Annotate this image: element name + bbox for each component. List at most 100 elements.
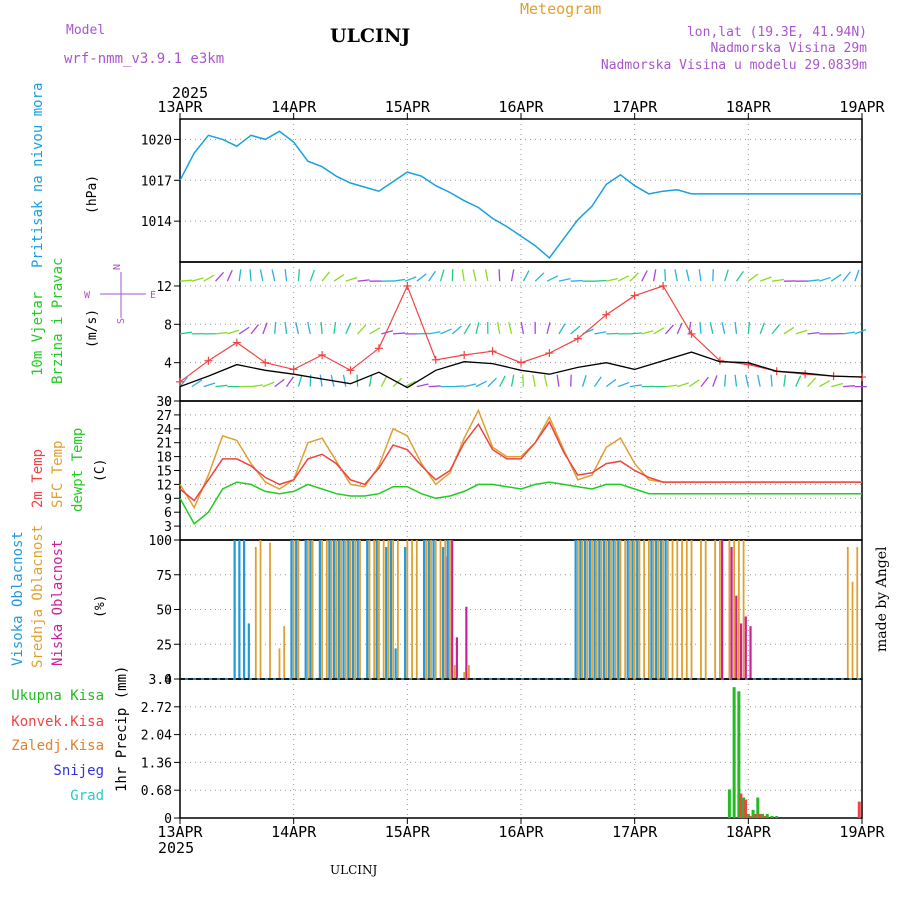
wind-arrow xyxy=(543,374,548,387)
wind-arrow xyxy=(819,380,831,388)
wind-arrow xyxy=(475,380,487,388)
wind-arrow xyxy=(629,272,639,282)
wind-arrow xyxy=(641,270,648,282)
wind-arrow xyxy=(676,322,683,335)
watermark: made by Angel xyxy=(874,546,890,652)
wind-arrow xyxy=(807,331,820,335)
wind-arrow xyxy=(688,379,700,388)
precip-bar-1 xyxy=(857,801,861,818)
precip-bar-0 xyxy=(775,815,779,818)
wind-arrow xyxy=(250,324,259,335)
cloud-ytick-label: 100 xyxy=(149,534,172,549)
compass-east: E xyxy=(150,290,156,301)
wind-arrow xyxy=(333,321,337,334)
precipitation-ytick-label: 2.72 xyxy=(141,701,172,716)
wind-arrow xyxy=(215,384,228,388)
wind-arrow xyxy=(617,381,630,388)
wind-arrow xyxy=(665,384,678,388)
wind-arrow xyxy=(380,375,388,387)
wind-arrow xyxy=(428,270,436,282)
wind-label-1: 10m Vjetar xyxy=(30,292,46,376)
wind-arrow xyxy=(319,374,323,387)
wind-arrow xyxy=(712,375,718,387)
wind-arrow xyxy=(307,322,311,335)
precip-bar-0 xyxy=(756,797,760,818)
wind-arrow xyxy=(179,331,192,335)
wind-arrow xyxy=(807,377,817,388)
temperature-ytick-label: 12 xyxy=(156,478,172,493)
wind-arrow xyxy=(594,331,607,335)
compass-north: N xyxy=(112,264,123,270)
x-label-top: 18APR xyxy=(726,98,772,116)
model-label: Model xyxy=(66,23,105,38)
temperature-ytick-label: 9 xyxy=(164,492,172,507)
pressure-frame xyxy=(179,118,863,263)
wind-arrow xyxy=(757,374,761,387)
wind-arrow xyxy=(664,324,674,335)
precip-bar-0 xyxy=(770,815,774,818)
wind-arrow xyxy=(522,374,525,387)
wind-arrow xyxy=(381,330,394,335)
precip-bar-1 xyxy=(748,815,752,818)
wind-arrow xyxy=(745,374,749,387)
temperature-ytick-label: 30 xyxy=(156,395,172,410)
wind-arrow xyxy=(629,384,642,388)
wind-arrow xyxy=(227,329,239,335)
precip-legend-snow: Snijeg xyxy=(53,763,104,779)
wind-arrow xyxy=(191,277,204,282)
wind-arrow xyxy=(393,332,406,335)
precip-bar-0 xyxy=(751,809,755,818)
wind-arrow xyxy=(685,269,690,282)
wind-arrow xyxy=(534,272,545,282)
wind-speed-line xyxy=(179,351,863,389)
wind-arrow xyxy=(652,269,657,282)
precip-legend-hail: Grad xyxy=(70,788,104,804)
wind-arrow xyxy=(532,374,536,387)
wind-arrow xyxy=(274,321,277,334)
precip-bar-0 xyxy=(737,691,741,818)
wind-arrow xyxy=(770,374,773,387)
wind-arrow xyxy=(333,274,345,282)
wind-arrow xyxy=(783,326,795,335)
temp-label-sfc: SFC Temp xyxy=(50,441,66,508)
wind-arrow xyxy=(724,269,729,282)
temperature-ytick-label: 24 xyxy=(156,423,172,438)
wind-arrow xyxy=(439,269,445,282)
precip-bar-0 xyxy=(732,687,736,818)
precipitation-ytick-label: 0.68 xyxy=(141,784,172,799)
wind-arrow xyxy=(699,321,702,334)
wind-arrow xyxy=(771,278,784,282)
wind-arrow xyxy=(191,379,203,388)
wind-arrow xyxy=(262,381,275,388)
precipitation-ytick-label: 2.04 xyxy=(141,729,172,744)
cloud-label-high: Visoka Oblacnost xyxy=(10,531,26,666)
wind-arrow xyxy=(464,383,477,388)
x-label-top: 14APR xyxy=(271,98,317,116)
x-label-top: 19APR xyxy=(839,98,885,116)
wind-arrow xyxy=(357,279,370,282)
wind-arrow xyxy=(203,382,216,388)
wind-arrow xyxy=(295,322,300,335)
wind-arrow xyxy=(819,276,831,282)
wind-arrow xyxy=(735,270,744,282)
pressure-line xyxy=(179,130,862,259)
wind-arrow xyxy=(558,323,566,335)
lonlat-label: lon,lat (19.3E, 41.94N) xyxy=(687,25,867,40)
x-label-bottom: 16APR xyxy=(498,823,544,841)
model-name: wrf-nmm_v3.9.1 e3km xyxy=(64,51,224,67)
wind-arrow xyxy=(369,327,381,335)
x-label-bottom: 19APR xyxy=(839,823,885,841)
wind-arrow xyxy=(581,374,587,387)
temperature-ytick-label: 27 xyxy=(156,409,172,424)
wind-arrow xyxy=(546,322,551,335)
wind-arrow xyxy=(830,273,842,282)
x-label-top: 13APR xyxy=(157,98,203,116)
precip-bar-0 xyxy=(742,797,746,818)
x-label-bottom: 14APR xyxy=(271,823,317,841)
wind-arrow xyxy=(357,324,367,335)
wind-arrow xyxy=(677,382,689,388)
precip-bar-1 xyxy=(758,813,762,818)
elevation-label: Nadmorska Visina 29m xyxy=(710,41,867,56)
wind-arrow xyxy=(472,269,477,282)
wind-ytick-label: 4 xyxy=(164,357,172,372)
